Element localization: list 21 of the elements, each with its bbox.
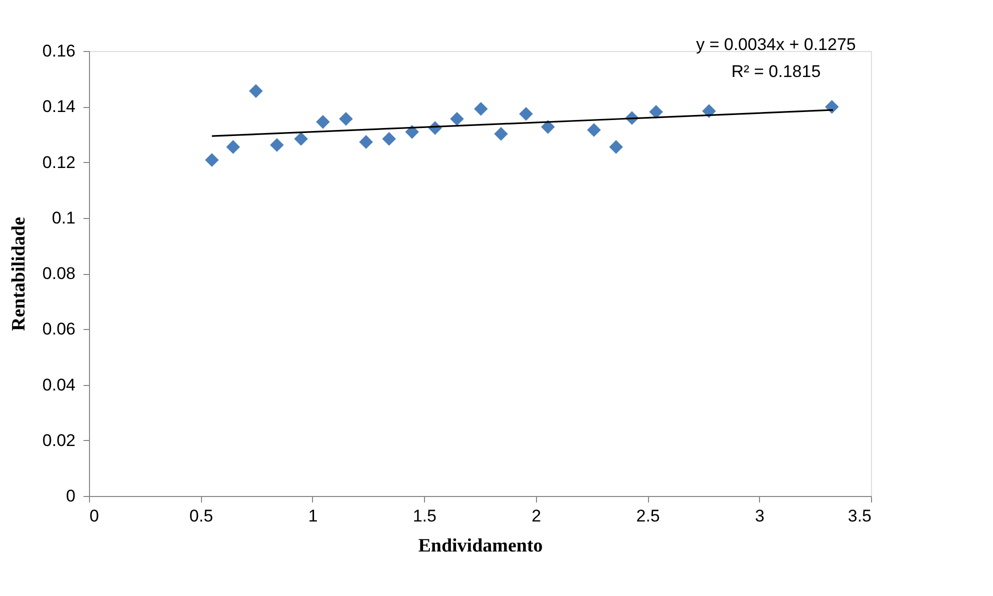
x-tick-label: 0.5 <box>189 506 214 526</box>
y-tick-label: 0.06 <box>42 320 76 339</box>
annotation: R² = 0.1815 <box>731 62 821 81</box>
y-tick-label: 0.02 <box>42 430 76 450</box>
x-tick-label: 3.5 <box>848 506 872 526</box>
annotation: y = 0.0034x + 0.1275 <box>696 35 856 54</box>
x-tick-label: 2.5 <box>636 506 660 526</box>
y-tick-label: 0.16 <box>42 42 76 60</box>
x-tick-label: 0 <box>90 506 99 526</box>
y-tick-label: 0 <box>66 486 76 506</box>
y-axis-title: Rentabilidade <box>8 216 30 332</box>
x-tick-label: 3 <box>755 506 765 526</box>
y-tick-label: 0.12 <box>42 152 76 172</box>
x-tick-label: 1 <box>308 506 318 526</box>
y-tick-label: 0.08 <box>42 264 76 283</box>
y-tick-label: 0.14 <box>42 97 76 116</box>
y-tick-label: 0.04 <box>42 375 76 394</box>
x-tick-label: 2 <box>532 506 542 526</box>
y-tick-label: 0.1 <box>52 208 76 228</box>
x-axis-title: Endividamento <box>418 536 543 556</box>
x-tick-label: 1.5 <box>412 506 436 526</box>
